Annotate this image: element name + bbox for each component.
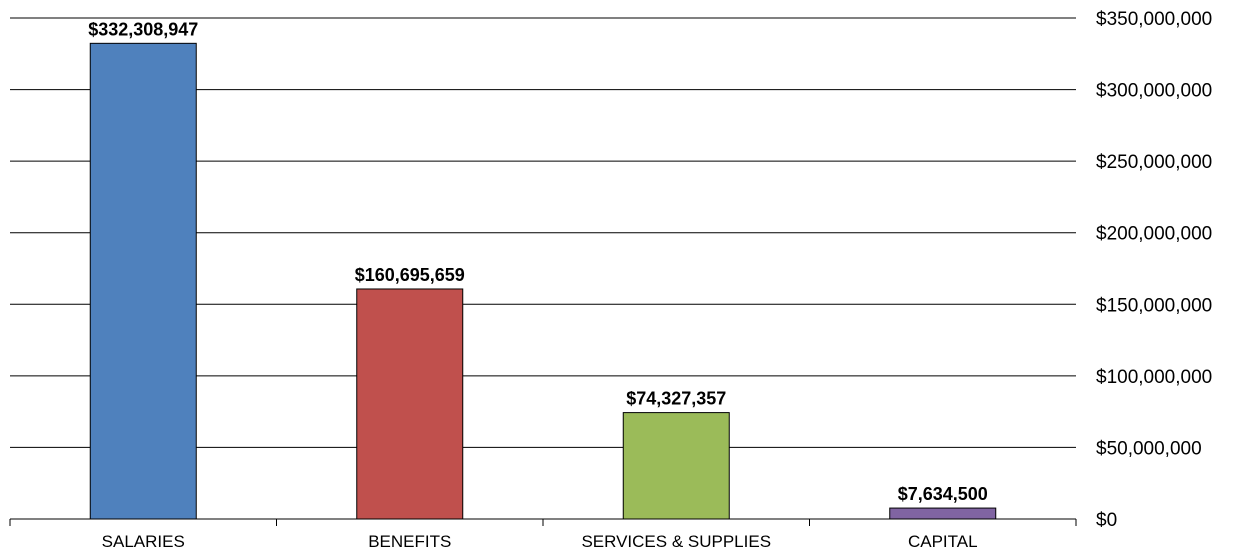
data-label: $7,634,500 (898, 484, 988, 504)
x-tick-label: SALARIES (102, 532, 185, 551)
y-tick-label: $100,000,000 (1096, 367, 1212, 388)
x-tick-label: CAPITAL (908, 532, 978, 551)
data-label: $74,327,357 (626, 389, 726, 409)
y-tick-label: $150,000,000 (1096, 295, 1212, 316)
x-axis-tick-labels: SALARIES BENEFITS SERVICES & SUPPLIES CAPIT… (102, 532, 978, 551)
bar (356, 288, 464, 520)
y-tick-label: $0 (1096, 510, 1117, 531)
y-axis-tick-labels: $0 $50,000,000 $100,000,000 $150,000,000 $20… (1096, 9, 1212, 531)
x-axis (9, 518, 1077, 526)
x-tick-label: SERVICES & SUPPLIES (581, 532, 771, 551)
data-label: $332,308,947 (88, 19, 198, 39)
bar (889, 507, 997, 520)
bar (622, 412, 730, 520)
y-tick-label: $300,000,000 (1096, 81, 1212, 102)
y-tick-label: $350,000,000 (1096, 9, 1212, 30)
bar (89, 42, 197, 520)
y-tick-label: $200,000,000 (1096, 224, 1212, 245)
bars (89, 42, 997, 520)
y-tick-label: $250,000,000 (1096, 152, 1212, 173)
data-labels: $332,308,947 $160,695,659 $74,327,357 $7,63… (88, 19, 988, 504)
y-tick-label: $50,000,000 (1096, 438, 1202, 459)
data-label: $160,695,659 (355, 265, 465, 285)
x-tick-label: BENEFITS (368, 532, 451, 551)
